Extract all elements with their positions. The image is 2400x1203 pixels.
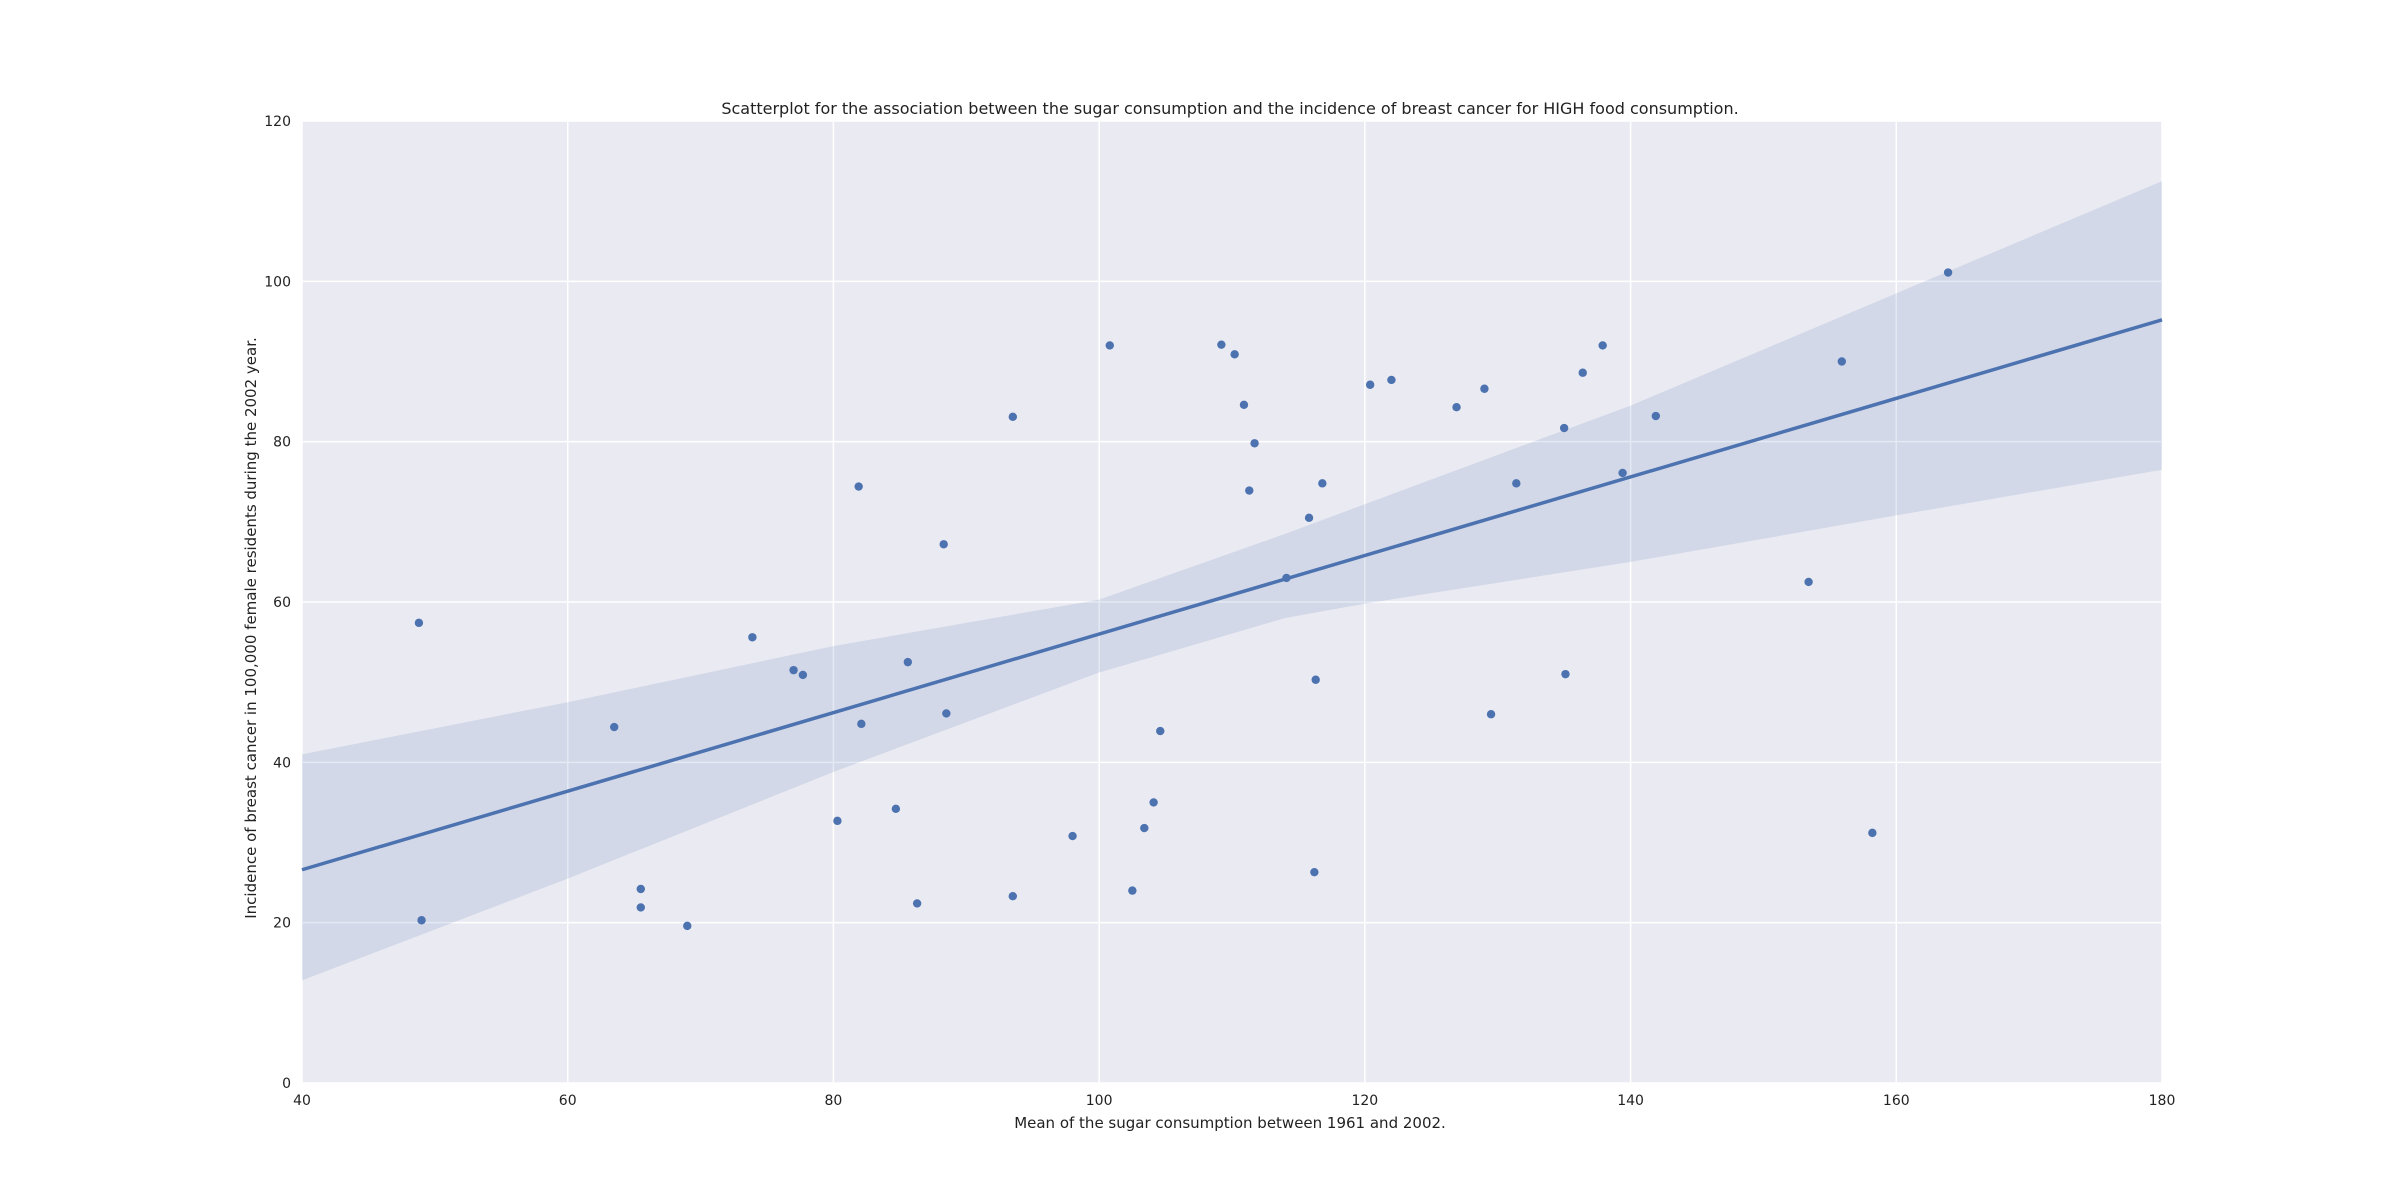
y-tick-label: 60 [273, 595, 291, 611]
data-point [1837, 357, 1847, 366]
data-point [1128, 886, 1137, 895]
data-point [636, 884, 645, 894]
x-tick-label: 40 [293, 1093, 311, 1109]
data-point [1304, 513, 1314, 523]
data-point [1217, 340, 1226, 349]
data-point [1230, 350, 1239, 359]
y-axis-label: Incidence of breast cancer in 100,000 fe… [242, 337, 260, 919]
y-tick-label: 0 [282, 1076, 291, 1092]
regression-line [301, 318, 2163, 872]
data-point [1486, 710, 1496, 719]
data-point [610, 722, 619, 732]
data-point [414, 618, 424, 628]
x-tick-label: 120 [1351, 1093, 1378, 1109]
confidence-band [302, 181, 2162, 981]
data-point [891, 804, 901, 814]
data-point [1250, 439, 1259, 448]
data-point [1943, 268, 1953, 277]
y-tick-label: 80 [273, 435, 291, 451]
data-point [798, 670, 808, 680]
data-point [1140, 823, 1149, 833]
data-point [939, 540, 948, 549]
y-tick-label: 100 [264, 274, 291, 290]
data-point [636, 903, 645, 912]
data-point [1868, 828, 1877, 838]
y-axis-ticks: 0 20 40 60 80 100 120 [264, 114, 291, 1092]
x-axis-ticks: 40 60 80 100 120 140 160 180 [293, 1093, 2175, 1109]
data-point [1068, 831, 1077, 841]
data-point [1282, 573, 1291, 583]
y-tick-label: 20 [273, 916, 291, 932]
data-point [1578, 368, 1587, 377]
data-point [1311, 675, 1320, 684]
data-point [1387, 375, 1396, 385]
x-tick-label: 140 [1617, 1093, 1644, 1109]
x-tick-label: 180 [2149, 1093, 2176, 1109]
data-point [1452, 402, 1461, 412]
data-point [854, 482, 863, 491]
y-tick-label: 40 [273, 755, 291, 771]
data-point [1156, 726, 1165, 736]
x-axis-label: Mean of the sugar consumption between 19… [1014, 1114, 1446, 1132]
data-point [1245, 486, 1254, 495]
data-point [683, 921, 692, 931]
data-point [1149, 798, 1158, 807]
data-point [1310, 867, 1319, 877]
data-point [1651, 411, 1661, 421]
data-point [1239, 400, 1249, 409]
data-points [414, 268, 1953, 931]
data-point [1804, 577, 1813, 587]
data-point [1480, 384, 1489, 393]
data-point [1559, 423, 1569, 433]
data-point [1105, 341, 1114, 350]
data-point [857, 719, 866, 729]
data-point [789, 665, 798, 675]
grid-lines [301, 120, 2163, 1084]
data-point [1318, 479, 1327, 488]
data-point [748, 633, 757, 642]
chart-title: Scatterplot for the association between … [721, 99, 1738, 118]
data-point [833, 816, 842, 826]
data-point [1618, 468, 1627, 478]
data-point [942, 709, 951, 718]
data-point [1598, 341, 1607, 350]
data-point [1512, 479, 1521, 488]
x-tick-label: 160 [1883, 1093, 1910, 1109]
x-tick-label: 100 [1086, 1093, 1113, 1109]
x-tick-label: 60 [559, 1093, 577, 1109]
data-point [1008, 892, 1017, 901]
data-point [912, 899, 922, 908]
data-point [1365, 380, 1375, 389]
y-tick-label: 120 [264, 114, 291, 130]
data-point [417, 916, 426, 925]
data-point [1561, 669, 1570, 679]
data-point [1008, 412, 1017, 422]
data-point [903, 657, 913, 667]
x-tick-label: 80 [825, 1093, 843, 1109]
